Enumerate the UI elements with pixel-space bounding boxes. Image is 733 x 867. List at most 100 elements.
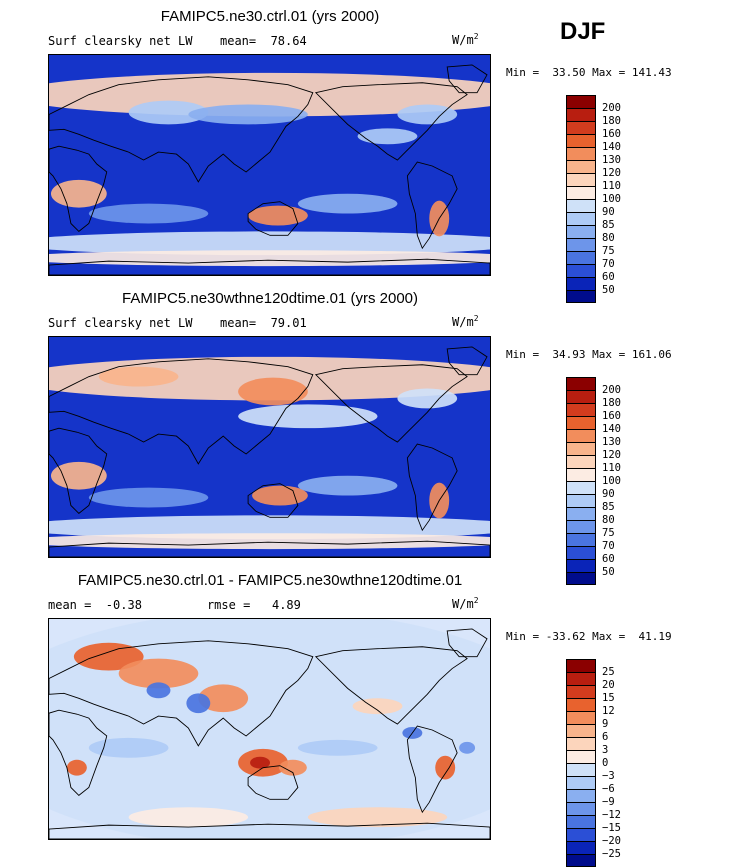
field-contour	[307, 807, 448, 828]
field-contour	[88, 487, 209, 508]
field-contour	[198, 684, 249, 713]
min-max-label: Min = 34.93 Max = 161.06	[506, 348, 672, 361]
field-contour	[66, 759, 87, 776]
colorbar-bin: 0	[566, 750, 608, 768]
field-contour	[146, 682, 171, 699]
colorbar-tick-label: 15	[602, 692, 615, 704]
coastline	[49, 358, 314, 465]
field-contour	[248, 205, 308, 226]
colorbar-tick-label: 90	[602, 206, 615, 218]
field-contour	[128, 807, 249, 828]
colorbar-bin: −3	[566, 763, 615, 781]
colorbar-tick-label: 140	[602, 141, 621, 153]
colorbar-tick-label: 110	[602, 462, 621, 474]
field-contour	[397, 104, 458, 125]
panel-title: FAMIPC5.ne30.ctrl.01 (yrs 2000)	[160, 8, 380, 25]
coastline	[49, 258, 490, 275]
colorbar-tick-label: −6	[602, 783, 615, 795]
colorbar-bin: 200	[566, 95, 621, 113]
colorbar-bin: −12	[566, 802, 621, 820]
colorbar-bin: −25	[566, 841, 621, 859]
coastline	[247, 201, 299, 236]
coastline	[49, 640, 314, 747]
colorbar-bin: 120	[566, 160, 621, 178]
field-contour	[118, 658, 199, 689]
field-contour	[88, 737, 169, 758]
field-contour	[397, 388, 458, 409]
colorbar-bin: 60	[566, 264, 615, 282]
colorbar-tick-label: 200	[602, 384, 621, 396]
colorbar-tick-label: 90	[602, 488, 615, 500]
colorbar-tick-label: 60	[602, 271, 615, 283]
colorbar-bin: 3	[566, 737, 608, 755]
colorbar-bin: 25	[566, 659, 615, 677]
colorbar-tick-label: 25	[602, 666, 615, 678]
field-contour	[50, 179, 107, 208]
map-diff	[48, 618, 491, 840]
coastline	[49, 709, 108, 796]
field-contour	[238, 404, 378, 429]
colorbar-tick-label: 160	[602, 128, 621, 140]
panel-title: FAMIPC5.ne30wthne120dtime.01 (yrs 2000)	[122, 290, 418, 307]
coastline	[49, 145, 108, 232]
units-label: W/m2	[452, 32, 479, 47]
colorbar-bin: 100	[566, 468, 621, 486]
colorbar-tick-label: 80	[602, 514, 615, 526]
field-contour	[297, 475, 398, 496]
min-max-label: Min = -33.62 Max = 41.19	[506, 630, 672, 643]
colorbar-bin: 110	[566, 455, 621, 473]
colorbar-bin: 15	[566, 685, 615, 703]
coastline	[314, 646, 468, 725]
field-contour	[49, 515, 490, 540]
stats-label: mean = -0.38 rmse = 4.89	[48, 598, 301, 612]
colorbar-bin: 80	[566, 507, 615, 525]
coastline	[446, 628, 488, 658]
field-contour	[128, 100, 209, 125]
colorbar-tick-label: 70	[602, 258, 615, 270]
coastline	[314, 82, 468, 161]
coastline	[446, 64, 488, 94]
colorbar-tick-label: 140	[602, 423, 621, 435]
field-contour	[459, 741, 476, 754]
colorbar-tick-label: 180	[602, 115, 621, 127]
colorbar-bin: −9	[566, 789, 615, 807]
field-contour	[238, 377, 308, 406]
colorbar-tick-label: 120	[602, 449, 621, 461]
mean-label: mean= 79.01	[220, 316, 307, 330]
colorbar-tick-label: 100	[602, 193, 621, 205]
field-contour	[357, 128, 418, 145]
field-contour	[73, 642, 144, 671]
colorbar-bin: −15	[566, 815, 621, 833]
colorbar-tick-label: −12	[602, 809, 621, 821]
map-ctrl	[48, 54, 491, 276]
colorbar-bin	[566, 290, 596, 303]
colorbar-tick-label: 110	[602, 180, 621, 192]
colorbar-bin: 180	[566, 390, 621, 408]
colorbar-tick-label: 12	[602, 705, 615, 717]
colorbar-tick-label: 75	[602, 527, 615, 539]
colorbar-bin: −6	[566, 776, 615, 794]
colorbar-tick-label: −15	[602, 822, 621, 834]
panel-diff: FAMIPC5.ne30.ctrl.01 - FAMIPC5.ne30wthne…	[0, 572, 733, 867]
colorbar-bin: 160	[566, 403, 621, 421]
field-contour	[278, 759, 307, 776]
coastline	[406, 443, 458, 532]
colorbar-bin: 85	[566, 494, 615, 512]
min-max-label: Min = 33.50 Max = 141.43	[506, 66, 672, 79]
coastline	[446, 346, 488, 376]
colorbar-bin: 130	[566, 429, 621, 447]
field-contour	[297, 193, 398, 214]
panel-title: FAMIPC5.ne30.ctrl.01 - FAMIPC5.ne30wthne…	[77, 572, 463, 589]
colorbar: 25 20 15 12 9 6 3 0 −3 −6 −9 −12 −15 −20 −25	[566, 659, 621, 867]
colorbar-bin: 130	[566, 147, 621, 165]
colorbar-tick-label: −3	[602, 770, 615, 782]
coastline	[314, 364, 468, 443]
field-contour	[49, 250, 490, 267]
colorbar-bin: 90	[566, 481, 615, 499]
coastline	[247, 765, 299, 800]
colorbar-tick-label: 20	[602, 679, 615, 691]
colorbar-bin: 60	[566, 546, 615, 564]
colorbar-bin: 110	[566, 173, 621, 191]
field-contour	[352, 698, 403, 715]
colorbar-bin	[566, 572, 596, 585]
